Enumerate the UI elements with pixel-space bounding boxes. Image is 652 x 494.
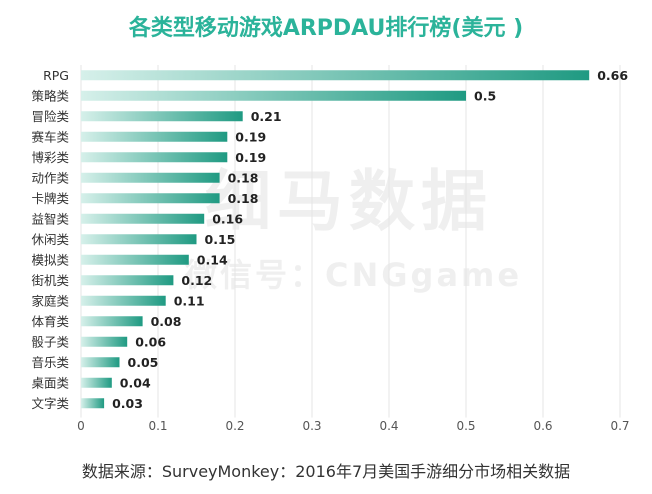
bar — [81, 316, 143, 327]
value-label: 0.11 — [174, 293, 205, 308]
category-label: 桌面类 — [31, 375, 69, 390]
source-note: 数据来源：SurveyMonkey：2016年7月美国手游细分市场相关数据 — [81, 462, 571, 481]
category-label: 冒险类 — [31, 109, 69, 124]
value-label: 0.66 — [597, 68, 628, 83]
category-label: 街机类 — [31, 273, 69, 288]
bar — [81, 131, 228, 142]
category-label: 文字类 — [31, 396, 69, 411]
bar — [81, 336, 128, 347]
value-label: 0.16 — [212, 211, 243, 226]
watermark-subtext: 微信号：CNGgame — [185, 256, 523, 294]
category-label: 体育类 — [31, 314, 69, 329]
value-label: 0.05 — [128, 355, 159, 370]
bar — [81, 377, 112, 388]
value-label: 0.08 — [151, 314, 182, 329]
category-label: 益智类 — [31, 211, 69, 226]
value-label: 0.19 — [235, 129, 266, 144]
bar — [81, 172, 220, 183]
bar — [81, 398, 105, 409]
bars — [81, 70, 590, 409]
category-label: 休闲类 — [31, 232, 69, 247]
category-label: 赛车类 — [31, 129, 69, 144]
category-label: RPG — [43, 68, 69, 83]
bar — [81, 111, 243, 122]
category-label: 音乐类 — [31, 355, 69, 370]
value-label: 0.21 — [251, 109, 282, 124]
watermark-text: 细马数据 — [205, 163, 493, 240]
category-label: 卡牌类 — [31, 191, 69, 206]
value-label: 0.18 — [228, 191, 259, 206]
bar — [81, 70, 590, 81]
bar — [81, 254, 189, 265]
category-label: 模拟类 — [31, 252, 69, 267]
value-label: 0.04 — [120, 375, 151, 390]
x-tick-label: 0.2 — [225, 419, 244, 433]
x-axis-ticks: 0 0.1 0.2 0.3 0.4 0.5 0.6 0.7 — [77, 419, 629, 433]
x-tick-label: 0.6 — [533, 419, 552, 433]
value-label: 0.15 — [205, 232, 236, 247]
value-label: 0.19 — [235, 150, 266, 165]
value-label: 0.12 — [181, 273, 212, 288]
x-tick-label: 0.3 — [302, 419, 321, 433]
category-labels: RPG 策略类冒险类赛车类博彩类动作类卡牌类益智类休闲类模拟类街机类家庭类体育类骰… — [31, 68, 69, 411]
category-label: 博彩类 — [31, 150, 69, 165]
bar — [81, 234, 197, 245]
x-tick-label: 0 — [77, 419, 85, 433]
value-label: 0.14 — [197, 252, 228, 267]
bar — [81, 357, 120, 368]
value-labels: 0.66 0.5 0.21 0.19 0.19 0.18 0.18 0.16 0.15 0.14 0… — [112, 68, 628, 411]
bar — [81, 295, 166, 306]
chart-title: 各类型移动游戏ARPDAU排行榜(美元 ) — [128, 16, 524, 41]
bar — [81, 90, 466, 101]
value-label: 0.18 — [228, 170, 259, 185]
bar — [81, 152, 228, 163]
x-tick-label: 0.4 — [379, 419, 398, 433]
x-tick-label: 0.5 — [456, 419, 475, 433]
category-label: 家庭类 — [31, 293, 69, 308]
category-label: 策略类 — [31, 88, 69, 103]
bar — [81, 193, 220, 204]
bar — [81, 213, 205, 224]
category-label: 骰子类 — [31, 334, 69, 349]
value-label: 0.5 — [474, 88, 496, 103]
x-tick-label: 0.1 — [148, 419, 167, 433]
category-label: 动作类 — [31, 170, 69, 185]
bar — [81, 275, 174, 286]
value-label: 0.03 — [112, 396, 143, 411]
value-label: 0.06 — [135, 334, 166, 349]
x-tick-label: 0.7 — [610, 419, 629, 433]
